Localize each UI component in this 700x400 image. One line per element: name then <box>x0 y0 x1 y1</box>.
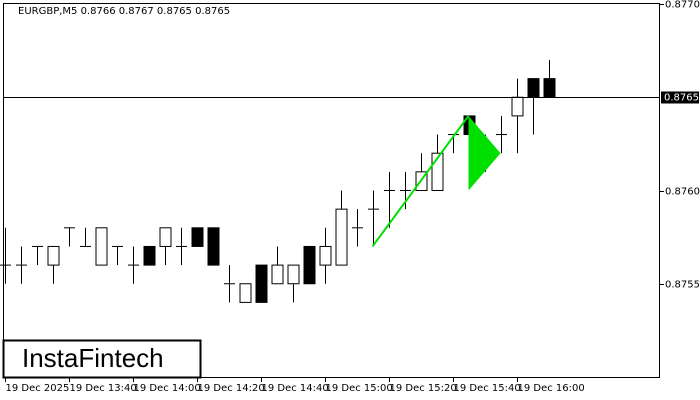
candle-body <box>335 208 348 266</box>
candle-body <box>511 96 524 117</box>
candle-body <box>95 227 108 266</box>
candle-body <box>207 227 220 266</box>
x-tick-label: 19 Dec 14:20 <box>198 383 265 394</box>
logo: InstaFintech <box>22 343 164 373</box>
candle-body <box>303 245 316 285</box>
candle-body <box>239 283 252 303</box>
candle-body <box>159 227 172 247</box>
chart-title: EURGBP,M5 0.8766 0.8767 0.8765 0.8765 <box>18 6 230 17</box>
candle-body <box>191 227 204 247</box>
candle-body <box>47 245 60 266</box>
candle-body <box>143 245 156 266</box>
y-tick-label: 0.8770 <box>665 0 700 11</box>
candle-body <box>431 152 444 191</box>
x-tick-label: 19 Dec 15:20 <box>390 383 457 394</box>
candle-body <box>543 78 556 98</box>
x-tick-label: 19 Dec 15:00 <box>326 383 393 394</box>
y-tick-label: 0.8755 <box>665 280 700 291</box>
candle-body <box>287 264 300 285</box>
logo-box <box>2 339 202 379</box>
last-price-box <box>661 91 699 104</box>
x-tick-label: 19 Dec 15:40 <box>454 383 521 394</box>
x-tick-label: 19 Dec 14:40 <box>262 383 329 394</box>
x-tick-label: 19 Dec 14:00 <box>134 383 201 394</box>
x-tick-label: 19 Dec 16:00 <box>518 383 585 394</box>
candle-body <box>255 264 268 303</box>
y-tick-label: 0.8760 <box>665 187 700 198</box>
x-tick-label: 19 Dec 13:40 <box>70 383 137 394</box>
candle-body <box>271 264 284 285</box>
last-price-label: 0.8765 <box>664 93 699 104</box>
candle-body <box>527 78 540 98</box>
pattern-pole <box>371 115 470 248</box>
plot-frame <box>3 3 660 378</box>
x-tick-label: 19 Dec 2025 <box>6 383 70 394</box>
pattern-flag <box>468 115 501 191</box>
candle-body <box>319 245 332 266</box>
